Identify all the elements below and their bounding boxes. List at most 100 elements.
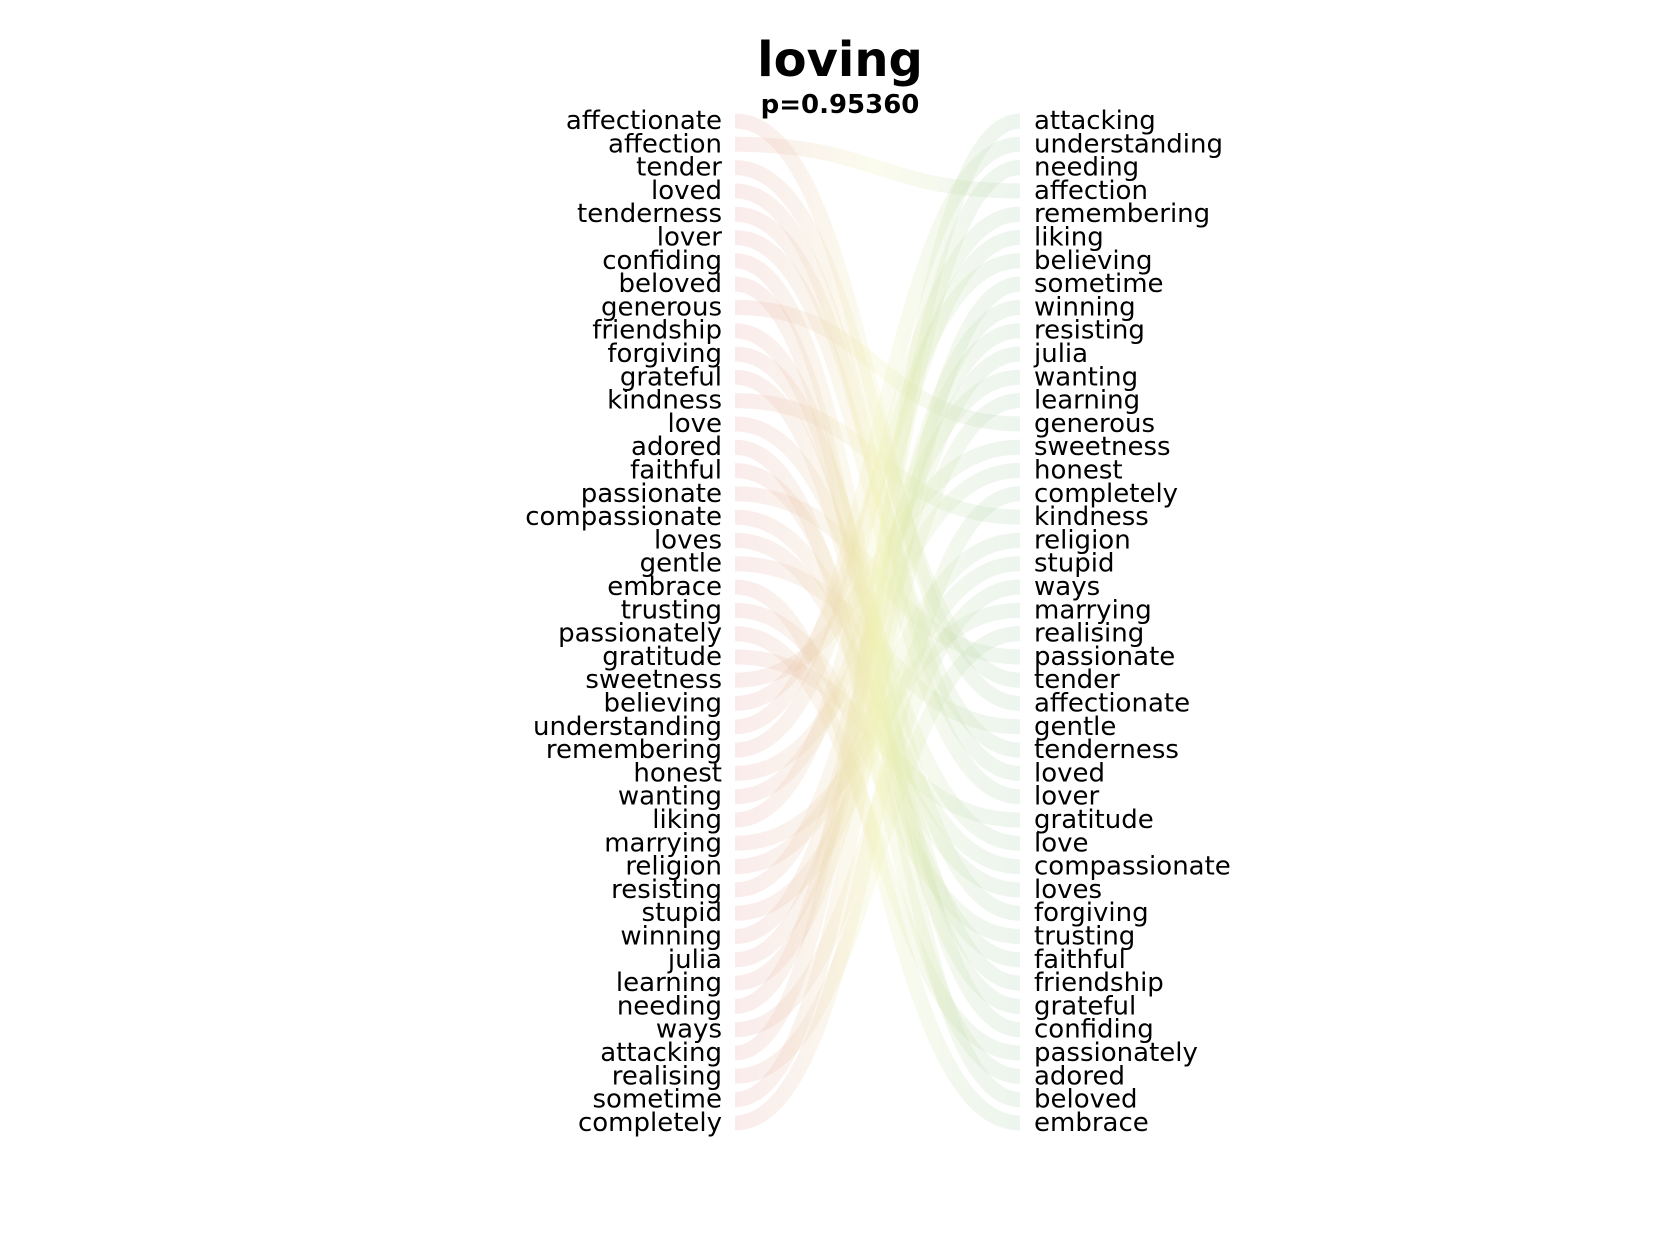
left-label-tender: tender <box>636 153 722 183</box>
left-label-love: love <box>667 409 722 439</box>
left-label-wanting: wanting <box>618 782 722 812</box>
left-label-needing: needing <box>617 991 722 1021</box>
right-label-sweetness: sweetness <box>1034 432 1171 462</box>
right-label-gentle: gentle <box>1034 712 1116 742</box>
band-completely <box>734 486 1021 1131</box>
left-label-passionately: passionately <box>558 619 722 649</box>
left-label-resisting: resisting <box>611 875 722 905</box>
right-label-generous: generous <box>1034 409 1155 439</box>
band-trusting <box>734 602 1021 944</box>
right-label-affection: affection <box>1034 176 1148 206</box>
right-label-marrying: marrying <box>1034 595 1152 625</box>
right-label-winning: winning <box>1034 292 1136 322</box>
left-label-marrying: marrying <box>604 828 722 858</box>
left-label-honest: honest <box>633 758 722 788</box>
right-label-loves: loves <box>1034 875 1102 905</box>
chart-subtitle: p=0.95360 <box>760 90 920 120</box>
left-label-completely: completely <box>578 1108 722 1138</box>
left-label-sweetness: sweetness <box>585 665 722 695</box>
band-attacking <box>733 113 1022 1061</box>
left-label-gratitude: gratitude <box>602 642 722 672</box>
left-label-ways: ways <box>656 1015 722 1045</box>
right-label-julia: julia <box>1033 339 1088 369</box>
right-label-love: love <box>1034 828 1089 858</box>
left-label-affection: affection <box>608 129 722 159</box>
left-label-liking: liking <box>652 805 722 835</box>
left-label-religion: religion <box>625 852 722 882</box>
right-label-tenderness: tenderness <box>1034 735 1179 765</box>
left-label-learning: learning <box>616 968 722 998</box>
left-label-loves: loves <box>654 525 722 555</box>
band-sometime <box>734 276 1021 1108</box>
band-affection <box>734 136 1021 199</box>
right-label-learning: learning <box>1034 386 1140 416</box>
left-label-forgiving: forgiving <box>607 339 722 369</box>
right-label-needing: needing <box>1034 153 1139 183</box>
left-label-remembering: remembering <box>546 735 722 765</box>
right-label-loved: loved <box>1034 758 1105 788</box>
left-label-lover: lover <box>657 223 723 253</box>
right-label-grateful: grateful <box>1034 991 1136 1021</box>
left-label-winning: winning <box>620 922 722 952</box>
right-label-faithful: faithful <box>1034 945 1126 975</box>
right-label-beloved: beloved <box>1034 1085 1138 1115</box>
right-label-wanting: wanting <box>1034 362 1138 392</box>
band-liking <box>734 230 1021 828</box>
right-label-attacking: attacking <box>1034 106 1156 136</box>
right-label-sometime: sometime <box>1034 269 1164 299</box>
left-label-compassionate: compassionate <box>525 502 722 532</box>
right-label-tender: tender <box>1034 665 1120 695</box>
right-label-understanding: understanding <box>1034 129 1223 159</box>
left-label-trusting: trusting <box>621 595 722 625</box>
left-label-adored: adored <box>631 432 722 462</box>
left-label-friendship: friendship <box>592 316 722 346</box>
right-label-embrace: embrace <box>1034 1108 1149 1138</box>
left-label-sometime: sometime <box>592 1085 722 1115</box>
left-label-kindness: kindness <box>607 386 722 416</box>
left-label-confiding: confiding <box>602 246 722 276</box>
right-label-honest: honest <box>1034 456 1123 486</box>
left-label-loved: loved <box>651 176 722 206</box>
right-label-resisting: resisting <box>1034 316 1145 346</box>
left-label-generous: generous <box>601 292 722 322</box>
right-label-affectionate: affectionate <box>1034 689 1190 719</box>
right-label-adored: adored <box>1034 1061 1125 1091</box>
right-label-friendship: friendship <box>1034 968 1164 998</box>
left-label-stupid: stupid <box>642 898 722 928</box>
left-label-tenderness: tenderness <box>577 199 722 229</box>
right-label-forgiving: forgiving <box>1034 898 1149 928</box>
chart-title: loving <box>757 32 923 88</box>
right-label-completely: completely <box>1034 479 1178 509</box>
right-label-gratitude: gratitude <box>1034 805 1154 835</box>
left-label-faithful: faithful <box>630 456 722 486</box>
left-label-realising: realising <box>612 1061 722 1091</box>
right-label-liking: liking <box>1034 223 1104 253</box>
right-label-believing: believing <box>1034 246 1153 276</box>
left-label-understanding: understanding <box>533 712 722 742</box>
left-label-embrace: embrace <box>607 572 722 602</box>
right-label-passionate: passionate <box>1034 642 1175 672</box>
right-label-trusting: trusting <box>1034 922 1135 952</box>
left-labels: affectionateaffectiontenderlovedtenderne… <box>525 106 722 1138</box>
right-label-lover: lover <box>1034 782 1100 812</box>
left-label-passionate: passionate <box>581 479 722 509</box>
right-label-passionately: passionately <box>1034 1038 1198 1068</box>
right-label-confiding: confiding <box>1034 1015 1154 1045</box>
connection-bands <box>733 113 1022 1131</box>
left-label-grateful: grateful <box>620 362 722 392</box>
right-label-ways: ways <box>1034 572 1100 602</box>
left-label-julia: julia <box>667 945 722 975</box>
left-label-attacking: attacking <box>600 1038 722 1068</box>
right-label-stupid: stupid <box>1034 549 1114 579</box>
right-label-realising: realising <box>1034 619 1144 649</box>
right-labels: attackingunderstandingneedingaffectionre… <box>1033 106 1231 1138</box>
left-label-affectionate: affectionate <box>566 106 722 136</box>
right-label-compassionate: compassionate <box>1034 852 1231 882</box>
right-label-kindness: kindness <box>1034 502 1149 532</box>
left-label-gentle: gentle <box>640 549 722 579</box>
right-label-remembering: remembering <box>1034 199 1210 229</box>
left-label-beloved: beloved <box>618 269 722 299</box>
band-remembering <box>734 206 1021 758</box>
left-label-believing: believing <box>603 689 722 719</box>
